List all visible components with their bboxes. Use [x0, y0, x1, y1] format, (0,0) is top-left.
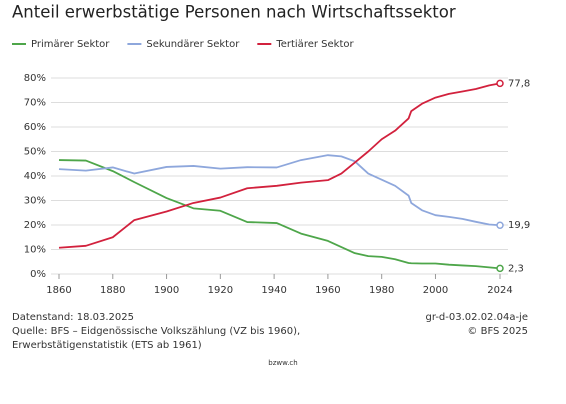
value-label: 77,8 — [508, 78, 530, 89]
x-tick-label: 1880 — [100, 285, 125, 296]
y-tick-label: 40% — [24, 171, 46, 182]
x-tick-label: 1920 — [208, 285, 233, 296]
y-tick-label: 80% — [24, 73, 46, 84]
y-tick-label: 70% — [24, 98, 46, 109]
legend-label: Tertiärer Sektor — [275, 39, 354, 50]
y-tick-label: 0% — [30, 269, 46, 280]
footer-code: gr-d-03.02.02.04a-je — [426, 312, 529, 323]
x-tick-label: 1940 — [261, 285, 286, 296]
series-line — [58, 82, 501, 249]
y-tick-label: 50% — [24, 147, 46, 158]
x-tick-label: 2000 — [423, 285, 448, 296]
y-tick-label: 20% — [24, 220, 46, 231]
footer-source: Quelle: BFS – Eidgenössische Volkszählun… — [12, 326, 300, 337]
legend-label: Sekundärer Sektor — [146, 39, 240, 50]
footer-source: Erwerbstätigenstatistik (ETS ab 1961) — [12, 340, 202, 351]
footer-site: bzww.ch — [268, 359, 297, 367]
legend-label: Primärer Sektor — [31, 39, 110, 50]
series-line — [58, 159, 501, 270]
end-marker — [496, 79, 504, 88]
value-label: 2,3 — [508, 263, 524, 274]
y-tick-label: 10% — [24, 245, 46, 256]
end-marker — [496, 221, 504, 229]
x-tick-label: 2024 — [487, 285, 512, 296]
x-tick-label: 1980 — [369, 285, 394, 296]
end-marker — [496, 264, 504, 273]
footer-date: Datenstand: 18.03.2025 — [12, 312, 134, 323]
y-tick-label: 60% — [24, 122, 46, 133]
footer-copyright: © BFS 2025 — [467, 326, 528, 337]
x-tick-label: 1860 — [46, 285, 71, 296]
chart-title: Anteil erwerbstätige Personen nach Wirts… — [12, 3, 456, 22]
series-line — [58, 154, 501, 227]
value-label: 19,9 — [508, 220, 530, 231]
y-tick-label: 30% — [24, 196, 46, 207]
x-tick-label: 1960 — [315, 285, 340, 296]
x-tick-label: 1900 — [154, 285, 179, 296]
